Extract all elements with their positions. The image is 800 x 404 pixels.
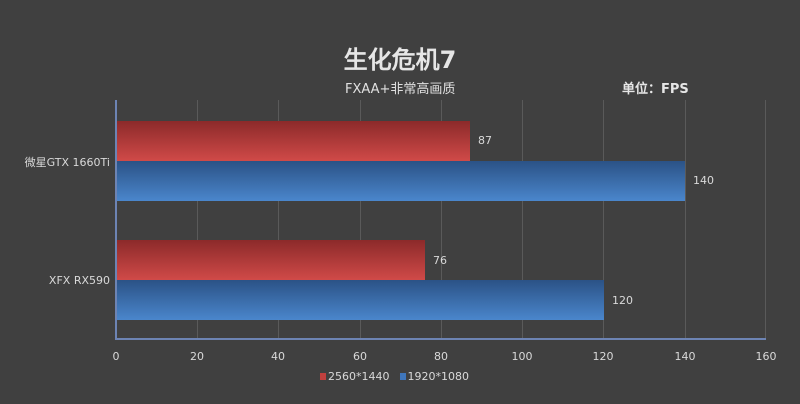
y-axis-line (115, 100, 117, 340)
gridline (522, 100, 523, 340)
x-tick: 100 (511, 350, 533, 363)
bar-gtx1660ti-1080p (116, 161, 685, 201)
bar-rx590-1440p (116, 240, 425, 280)
x-tick: 60 (353, 350, 367, 363)
gridline (278, 100, 279, 340)
gridline (685, 100, 686, 340)
x-axis-line (116, 338, 766, 340)
x-tick: 40 (271, 350, 285, 363)
legend-label: 1920*1080 (407, 370, 470, 383)
chart-title: 生化危机7 (343, 46, 457, 74)
legend-item[interactable]: 2560*1440 (320, 370, 390, 383)
bar-rx590-1080p (116, 280, 604, 320)
x-tick: 20 (190, 350, 204, 363)
gridline (197, 100, 198, 340)
category-label: XFX RX590 (48, 274, 110, 287)
x-tick: 120 (592, 350, 614, 363)
legend-swatch-blue-icon (399, 373, 406, 380)
gridline (765, 100, 766, 340)
chart-subtitle: FXAA+非常高画质 (345, 82, 456, 97)
legend: 2560*1440 1920*1080 (320, 370, 469, 383)
bar-gtx1660ti-1440p (116, 121, 470, 161)
value-label: 140 (693, 174, 714, 187)
unit-label: 单位：FPS (622, 82, 689, 97)
x-tick: 80 (434, 350, 448, 363)
value-label: 87 (478, 134, 492, 147)
x-tick: 140 (674, 350, 696, 363)
value-label: 120 (612, 294, 633, 307)
gridline (441, 100, 442, 340)
gridline (360, 100, 361, 340)
category-label: 微星GTX 1660Ti (24, 156, 110, 169)
legend-item[interactable]: 1920*1080 (399, 370, 470, 383)
value-label: 76 (433, 254, 447, 267)
legend-swatch-red-icon (320, 373, 326, 380)
x-tick: 0 (112, 350, 120, 363)
x-tick: 160 (755, 350, 777, 363)
gridline (603, 100, 604, 340)
legend-label: 2560*1440 (328, 370, 390, 383)
plot-area: 87 140 76 120 (115, 100, 766, 340)
